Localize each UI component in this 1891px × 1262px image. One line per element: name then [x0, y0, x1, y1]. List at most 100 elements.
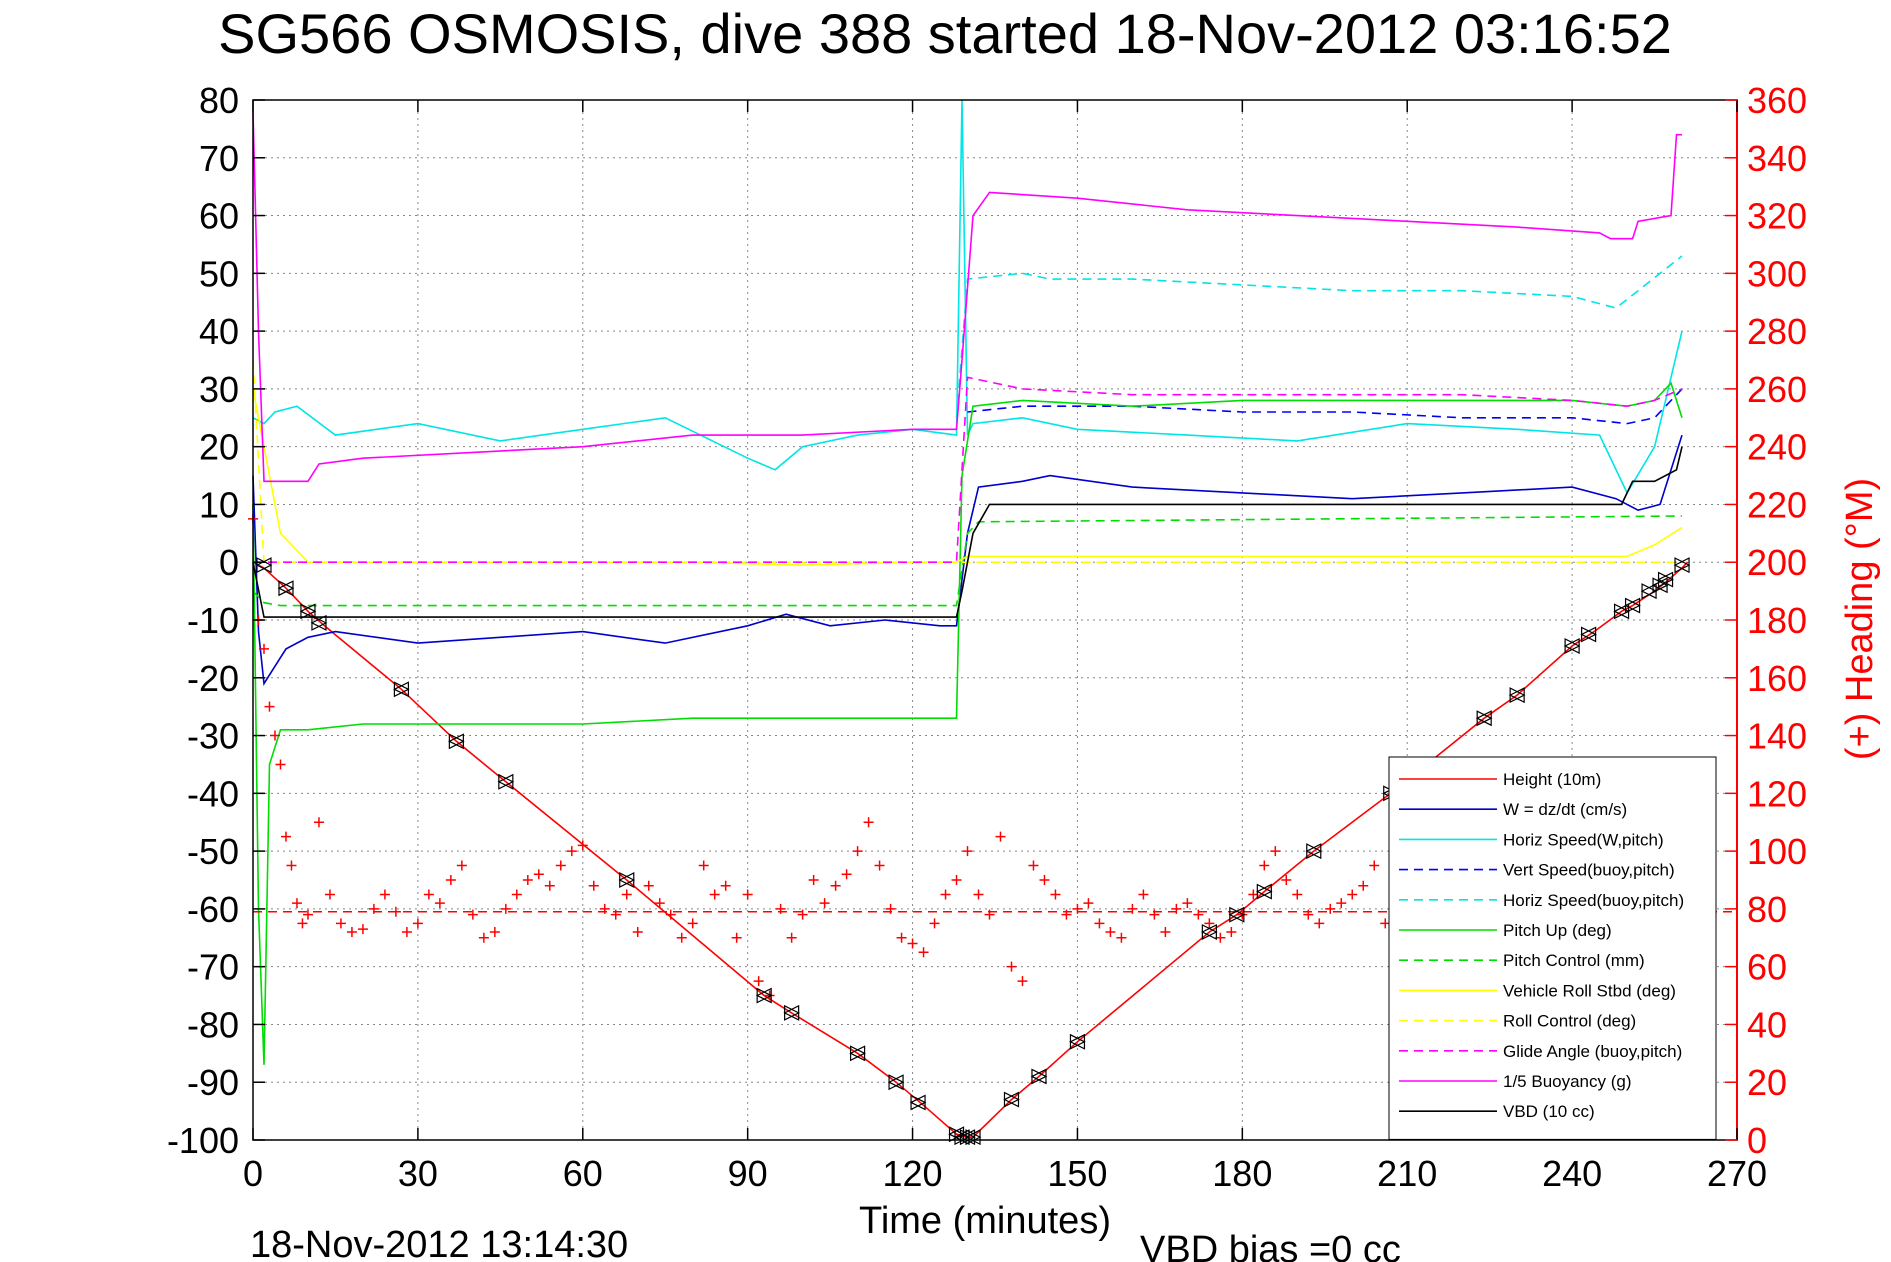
heading-point	[1017, 976, 1028, 987]
sample-marker	[849, 1045, 866, 1062]
y-right-tick-label: 360	[1747, 80, 1807, 121]
heading-point	[1182, 898, 1193, 909]
legend-entry: W = dz/dt (cm/s)	[1503, 800, 1627, 819]
y-right-tick-label: 20	[1747, 1062, 1787, 1103]
y-tick-label: 0	[219, 542, 239, 583]
heading-point	[335, 918, 346, 929]
heading-point	[346, 927, 357, 937]
heading-point	[874, 860, 885, 871]
legend-entry: Vehicle Roll Stbd (deg)	[1503, 981, 1676, 1000]
series-pitch-up-deg	[252, 381, 1683, 1065]
heading-point	[1237, 909, 1248, 920]
sample-marker	[888, 1074, 905, 1091]
heading-point	[720, 880, 731, 891]
heading-point	[1006, 961, 1017, 972]
series-vert-speed-buoy-pitch	[967, 388, 1683, 425]
y-tick-label: -50	[187, 831, 239, 872]
heading-point	[258, 643, 269, 654]
heading-point	[1259, 860, 1270, 871]
heading-point	[885, 903, 896, 914]
y-right-tick-label: 340	[1747, 138, 1807, 179]
y-tick-label: 10	[199, 484, 239, 525]
y-right-tick-label: 120	[1747, 773, 1807, 814]
x-tick-label: 150	[1047, 1153, 1107, 1194]
heading-point	[1028, 860, 1039, 871]
sample-marker	[498, 773, 515, 790]
heading-point	[1347, 889, 1358, 900]
heading-point	[1303, 909, 1314, 920]
heading-point	[434, 898, 445, 909]
heading-point	[478, 932, 489, 943]
y-tick-label: 70	[199, 138, 239, 179]
heading-point	[1193, 909, 1204, 920]
heading-point	[522, 875, 533, 885]
heading-point	[1204, 918, 1215, 929]
heading-point	[1105, 927, 1116, 937]
heading-point	[610, 909, 621, 920]
heading-point	[984, 909, 995, 920]
y-tick-label: -100	[167, 1120, 239, 1161]
y-tick-label: -70	[187, 947, 239, 988]
heading-point	[280, 831, 291, 842]
heading-point	[995, 831, 1006, 842]
heading-point	[1116, 932, 1127, 943]
series-vehicle-roll-stbd-deg	[252, 388, 1683, 566]
heading-point	[1094, 918, 1105, 929]
heading-point	[577, 840, 588, 851]
heading-point	[555, 860, 566, 871]
heading-point	[1171, 903, 1182, 914]
heading-point	[753, 976, 764, 987]
heading-point	[544, 880, 555, 891]
heading-point	[808, 875, 819, 885]
sample-marker	[1657, 571, 1674, 588]
heading-point	[445, 875, 456, 885]
heading-point	[841, 869, 852, 880]
heading-point	[269, 730, 280, 741]
y-right-tick-label: 140	[1747, 716, 1807, 757]
heading-point	[302, 909, 313, 920]
footer-timestamp: 18-Nov-2012 13:14:30	[250, 1224, 628, 1262]
sample-marker	[1306, 843, 1323, 860]
heading-point	[907, 938, 918, 949]
legend-entry: Pitch Control (mm)	[1503, 951, 1645, 970]
sample-marker	[1673, 557, 1690, 574]
heading-point	[1369, 860, 1380, 871]
heading-point	[709, 889, 720, 900]
heading-point	[275, 759, 286, 770]
sample-marker	[311, 614, 328, 631]
heading-point	[1127, 903, 1138, 914]
heading-point	[1039, 875, 1050, 885]
sample-marker	[1580, 626, 1597, 643]
x-tick-label: 120	[883, 1153, 943, 1194]
sample-marker	[1564, 638, 1581, 654]
heading-point	[676, 932, 687, 943]
heading-point	[1072, 903, 1083, 914]
sample-marker	[300, 603, 317, 620]
heading-point	[1138, 889, 1149, 900]
legend-entry: Horiz Speed(buoy,pitch)	[1503, 891, 1684, 910]
y-tick-label: -20	[187, 658, 239, 699]
heading-point	[511, 889, 522, 900]
sample-marker	[756, 987, 773, 1004]
sample-marker	[1256, 883, 1273, 900]
legend: Height (10m) W = dz/dt (cm/s) Horiz Speed(…	[1388, 756, 1717, 1140]
heading-point	[286, 860, 297, 871]
heading-point	[643, 880, 654, 891]
x-tick-label: 0	[243, 1153, 263, 1194]
y-tick-label: 80	[199, 80, 239, 121]
heading-point	[500, 903, 511, 914]
legend-box	[1388, 756, 1717, 1140]
heading-point	[621, 889, 632, 900]
ticks-layer: 0 30 60 90 120 150 180 210 240 270 80 70 60 50 40 30 20 1…	[167, 80, 1807, 1194]
series-horiz-speed-w-pitch	[252, 99, 1683, 495]
heading-point	[786, 932, 797, 943]
sample-marker	[1674, 557, 1691, 574]
heading-point	[929, 918, 940, 929]
y-right-axis-label: (+) Heading (°M)	[1839, 478, 1881, 760]
heading-point	[918, 947, 929, 958]
heading-point	[390, 906, 401, 917]
x-tick-label: 240	[1542, 1153, 1602, 1194]
series-w-dz-dt-cm-s	[252, 434, 1683, 686]
sample-marker	[784, 1004, 800, 1021]
heading-point	[1248, 889, 1259, 900]
